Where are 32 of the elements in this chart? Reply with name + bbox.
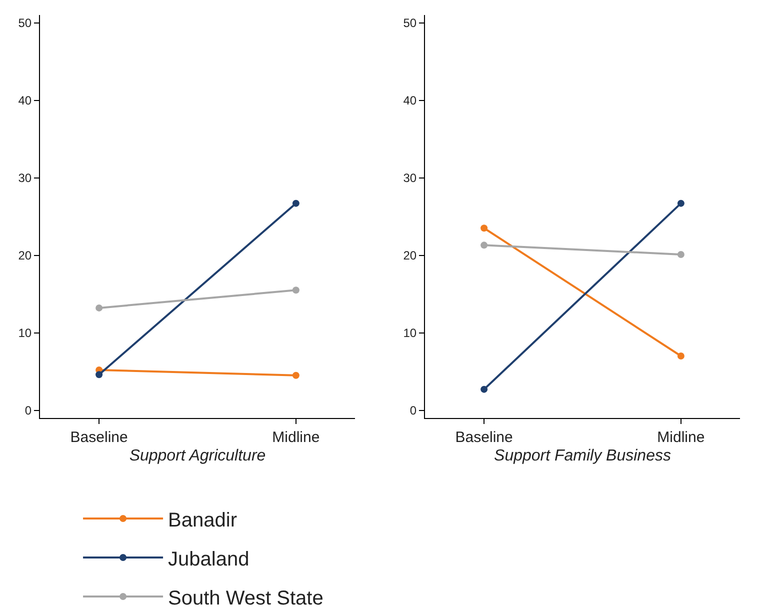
y-tick-label: 40 xyxy=(18,93,32,108)
y-tick-label: 20 xyxy=(403,248,417,262)
point xyxy=(677,352,684,360)
y-tick-label: 20 xyxy=(18,248,32,262)
point xyxy=(292,286,300,294)
y-tick-label: 0 xyxy=(24,403,32,418)
y-tick-label: 50 xyxy=(18,16,32,30)
point xyxy=(480,224,488,232)
y-tick-label: 50 xyxy=(403,16,417,30)
y-tick-label: 30 xyxy=(18,170,32,185)
y-tick-label: 10 xyxy=(18,326,32,340)
legend-label: Jubaland xyxy=(168,548,250,570)
point xyxy=(292,200,300,207)
y-tick-label: 10 xyxy=(403,326,417,340)
legend-label: South West State xyxy=(168,587,324,610)
y-tick-label: 0 xyxy=(410,403,417,418)
point xyxy=(480,386,488,393)
y-tick-label: 30 xyxy=(403,170,417,185)
x-axis-title: Support Family Business xyxy=(494,448,671,465)
x-tick-label: Midline xyxy=(657,429,705,446)
x-axis-title: Support Agriculture xyxy=(129,448,266,465)
x-tick-label: Baseline xyxy=(70,429,128,446)
legend-label: Banadir xyxy=(168,509,238,532)
point xyxy=(292,372,300,379)
point xyxy=(677,250,684,258)
point xyxy=(96,304,103,312)
x-tick-label: Midline xyxy=(272,429,320,446)
y-tick-label: 40 xyxy=(403,93,417,108)
point xyxy=(677,200,684,207)
point xyxy=(480,242,488,249)
point xyxy=(96,371,103,378)
x-tick-label: Baseline xyxy=(455,429,513,446)
